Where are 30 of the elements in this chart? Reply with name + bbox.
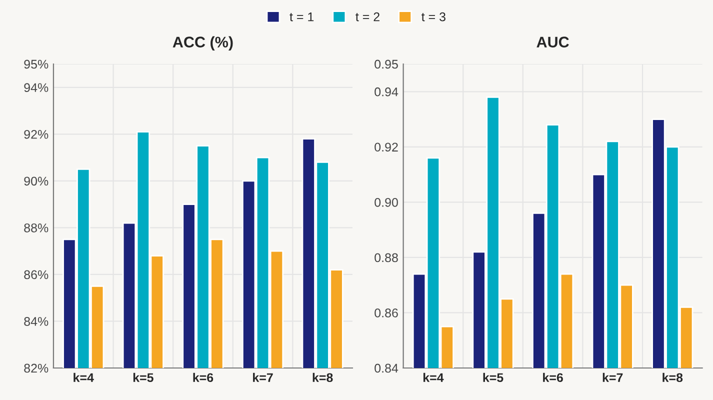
x-tick-label: k=6 (193, 372, 214, 382)
y-tick-label: 90% (24, 176, 48, 186)
x-tick-label: k=5 (483, 372, 504, 382)
legend-label: t = 1 (290, 12, 314, 22)
y-tick-label: 84% (24, 317, 48, 326)
chart-title: AUC (536, 36, 569, 48)
x-tick-label: k=7 (602, 372, 623, 382)
x-tick-label: k=8 (662, 372, 683, 382)
legend-label: t = 3 (422, 12, 446, 22)
y-tick-label: 0.86 (374, 308, 398, 318)
y-tick-label: 0.92 (374, 142, 398, 152)
x-tick-label: k=8 (312, 372, 333, 382)
y-tick-label: 86% (24, 270, 48, 280)
y-tick-label: 82% (24, 364, 48, 373)
y-tick-label: 92% (24, 130, 48, 139)
x-tick-label: k=4 (423, 372, 444, 382)
y-tick-label: 0.88 (374, 253, 398, 262)
legend-label: t = 2 (356, 12, 380, 22)
y-tick-label: 0.90 (374, 198, 398, 207)
x-tick-label: k=6 (543, 372, 563, 382)
y-tick-label: 0.84 (374, 364, 398, 373)
y-tick-label: 0.95 (374, 60, 398, 69)
x-tick-label: k=5 (133, 372, 154, 382)
x-tick-label: k=4 (74, 372, 94, 382)
chart-title: ACC (%) (172, 36, 233, 51)
y-tick-label: 0.94 (374, 87, 398, 96)
x-tick-label: k=7 (253, 372, 273, 382)
y-tick-label: 95% (24, 60, 48, 69)
y-tick-label: 88% (24, 223, 48, 232)
y-tick-label: 94% (24, 83, 48, 92)
